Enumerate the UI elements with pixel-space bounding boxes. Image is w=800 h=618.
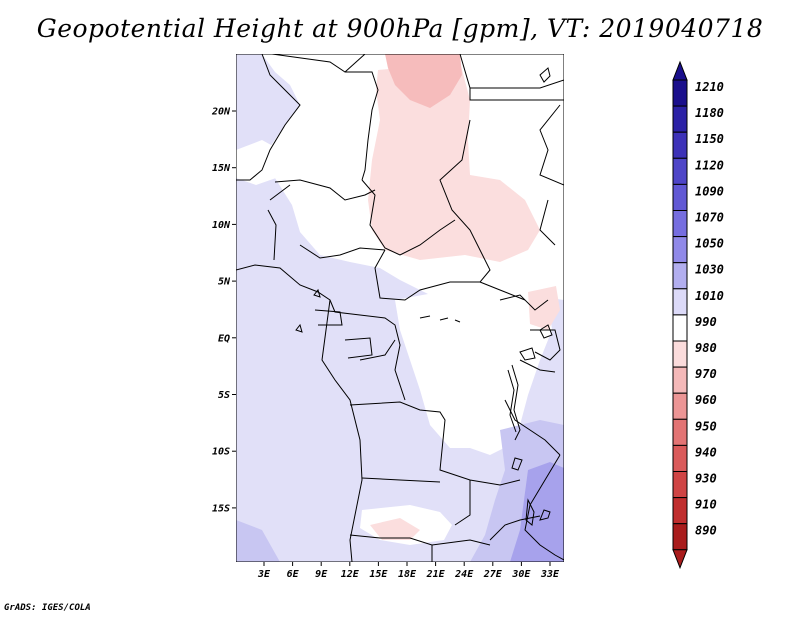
country-borders	[236, 54, 564, 562]
lat-tick-label: 10S	[212, 447, 230, 458]
lat-tick-label: 5N	[218, 277, 231, 288]
field-pink-north	[368, 62, 540, 262]
colorbar-label: 980	[695, 341, 717, 355]
lon-tick-label: 30E	[511, 569, 531, 580]
field-white-central	[395, 290, 552, 455]
lat-tick-label: 15N	[212, 163, 231, 174]
colorbar-swatch	[672, 366, 688, 394]
colorbar-label: 950	[695, 419, 717, 433]
lat-tick-label: 10N	[212, 220, 231, 231]
field-blue-southwest	[236, 520, 280, 562]
colorbar-label: 930	[695, 472, 717, 486]
lon-tick-label: 27E	[483, 569, 503, 580]
colorbar-label: 960	[695, 393, 717, 407]
colorbar-swatch	[672, 392, 688, 420]
lat-tick-label: EQ	[218, 333, 230, 344]
lon-tick-label: 24E	[454, 569, 474, 580]
lon-tick-label: 6E	[287, 569, 300, 580]
colorbar-swatch	[672, 236, 688, 264]
colorbar-swatch	[672, 288, 688, 316]
colorbar-swatch	[672, 418, 688, 446]
lon-tick-label: 33E	[540, 569, 560, 580]
colorbar-swatch	[672, 79, 688, 107]
colorbar-label: 1150	[695, 132, 724, 146]
colorbar-label: 910	[695, 498, 717, 512]
colorbar-label: 1180	[695, 106, 724, 120]
lat-tick-label: 20N	[211, 107, 231, 118]
colorbar-swatch	[672, 210, 688, 238]
colorbar-swatch	[672, 262, 688, 290]
field-pink-south	[370, 518, 420, 540]
colorbar-label: 1120	[695, 158, 724, 172]
field-blue-southeast-deep	[510, 462, 564, 562]
longitude-axis: 3E 6E 9E 12E 15E 18E 21E 24E 27E 30E 33E	[257, 562, 560, 580]
colorbar-label: 1090	[695, 184, 724, 198]
lon-tick-label: 15E	[369, 569, 388, 580]
colorbar-label: 1070	[695, 211, 724, 225]
colorbar-swatch	[672, 523, 688, 551]
lon-tick-label: 18E	[398, 569, 417, 580]
colorbar: 1210 1180 1150 1120 1090 1070 1050 1030 1010 990 9…	[672, 60, 724, 570]
lon-tick-label: 9E	[315, 569, 328, 580]
lat-tick-label: 15S	[212, 503, 230, 514]
colorbar-label: 890	[695, 524, 717, 538]
latitude-axis: 20N 15N 10N 5N EQ 5S 10S 15S	[211, 107, 236, 514]
colorbar-label: 1010	[695, 289, 724, 303]
grads-credit: GrADS: IGES/COLA	[4, 603, 91, 613]
colorbar-swatch	[672, 105, 688, 133]
lon-tick-label: 3E	[257, 569, 271, 580]
colorbar-top-arrow	[672, 60, 688, 81]
field-pink-small	[528, 286, 560, 330]
colorbar-label: 940	[695, 445, 717, 459]
colorbar-label: 990	[695, 315, 717, 329]
colorbar-label: 1030	[695, 263, 724, 277]
lon-tick-label: 21E	[426, 569, 446, 580]
colorbar-swatch	[672, 131, 688, 159]
map-title: Geopotential Height at 900hPa [gpm], VT:…	[36, 14, 764, 43]
colorbar-label: 1210	[695, 80, 724, 94]
colorbar-swatch	[672, 157, 688, 185]
lat-tick-label: 5S	[218, 390, 230, 401]
colorbar-swatch	[672, 497, 688, 525]
colorbar-bottom-arrow	[672, 549, 688, 570]
colorbar-swatch	[672, 183, 688, 211]
colorbar-label: 970	[695, 367, 717, 381]
colorbar-swatch	[672, 314, 688, 342]
colorbar-swatch	[672, 444, 688, 472]
colorbar-swatch	[672, 340, 688, 368]
colorbar-swatch	[672, 471, 688, 499]
field-pink-maxima	[385, 54, 462, 108]
map-panel	[236, 54, 564, 562]
lon-tick-label: 12E	[341, 569, 360, 580]
colorbar-label: 1050	[695, 237, 724, 251]
lakes	[295, 67, 553, 526]
